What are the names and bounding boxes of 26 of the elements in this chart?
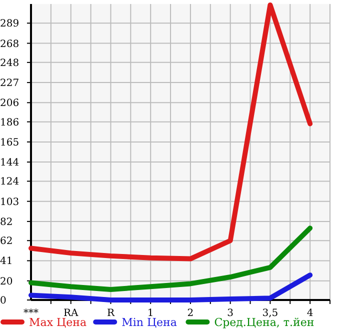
y-tick-label: 82 [0,216,13,228]
x-tick-label: 2 [187,308,194,319]
y-tick-label: 268 [0,38,20,50]
legend-label: Max Цена [29,316,87,329]
legend-label: Сред.Цена, т.йен [214,316,314,329]
x-tick-label: 4 [306,308,314,319]
y-tick-label: 186 [0,117,20,128]
y-tick-label: 41 [0,256,13,268]
x-tick-label: R [106,308,115,319]
legend-label: Min Цена [122,316,178,329]
y-tick-label: 0 [0,296,6,306]
y-tick-label: 124 [0,176,20,188]
y-tick-label: 103 [0,196,20,208]
x-tick-label: 1 [147,308,154,319]
y-tick-label: 165 [0,137,20,148]
x-tick-label: 3 [227,308,234,319]
x-tick-label: RA [63,308,80,319]
y-tick-label: 144 [0,158,20,169]
y-tick-label: 206 [0,98,20,110]
x-tick-label: *** [24,308,38,319]
y-tick-label: 227 [0,78,20,90]
y-tick-label: 62 [0,236,13,248]
y-tick-label: 289 [0,18,20,30]
y-tick-label: 248 [0,58,20,69]
y-tick-label: 20 [0,276,13,288]
x-tick-label: 3,5 [262,308,278,319]
